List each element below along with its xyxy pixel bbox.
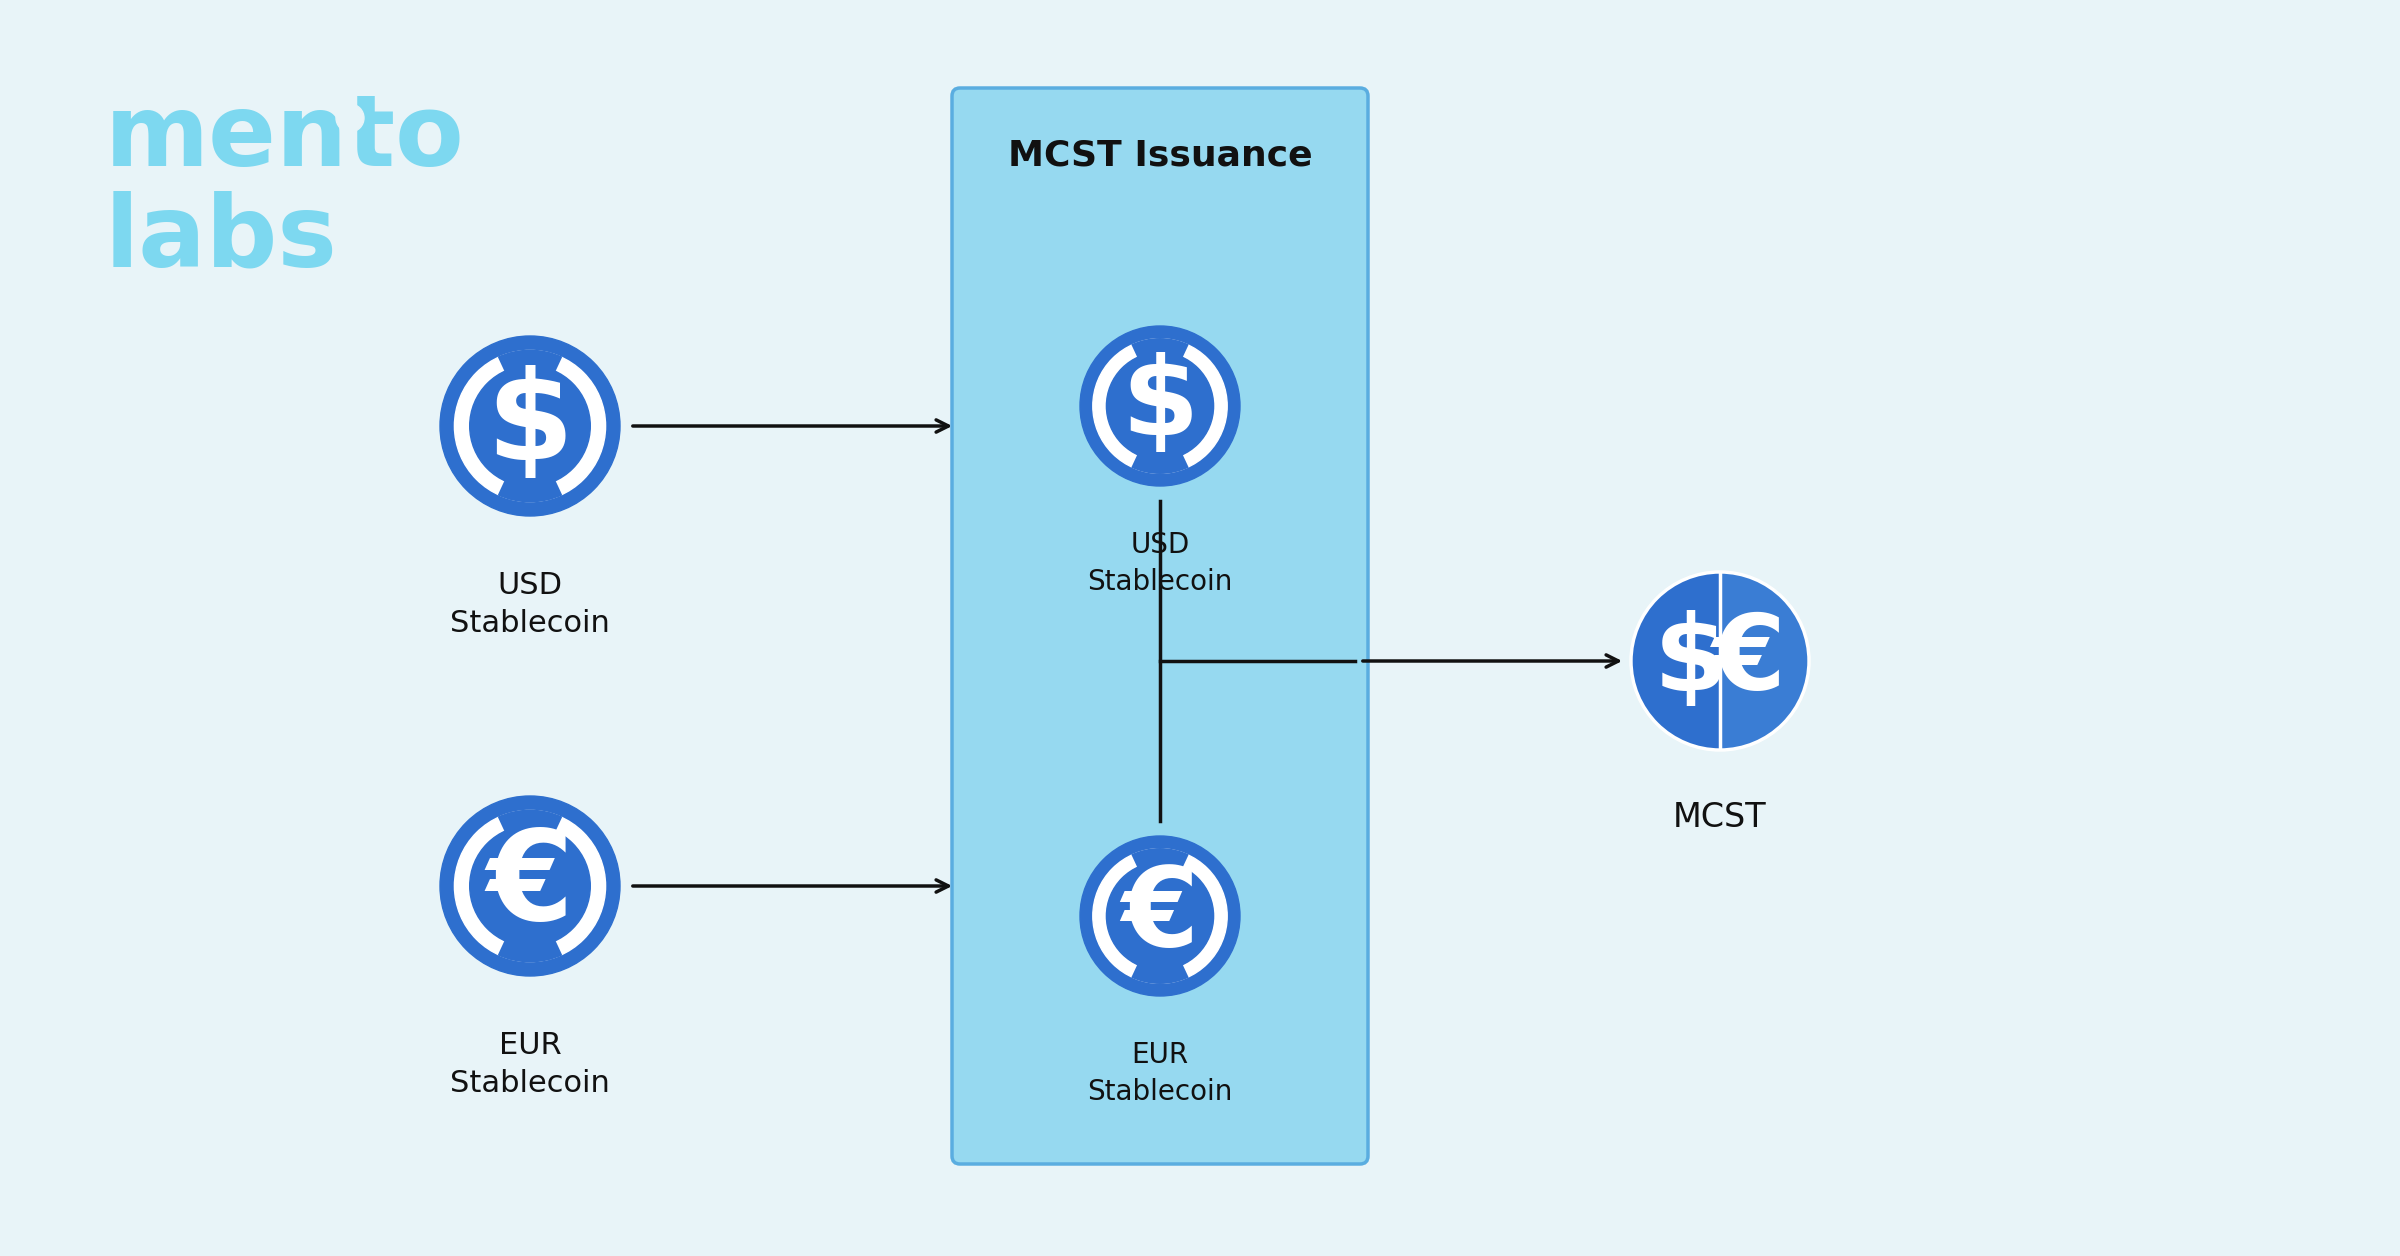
Wedge shape: [497, 939, 562, 962]
Text: EUR
Stablecoin: EUR Stablecoin: [1087, 1041, 1234, 1105]
Wedge shape: [497, 810, 562, 833]
FancyBboxPatch shape: [953, 88, 1368, 1164]
Wedge shape: [497, 349, 562, 372]
Circle shape: [470, 825, 590, 946]
Wedge shape: [1130, 963, 1188, 983]
Circle shape: [470, 365, 590, 486]
Text: labs: labs: [106, 190, 338, 288]
Circle shape: [439, 337, 619, 516]
Wedge shape: [1130, 453, 1188, 474]
Wedge shape: [1130, 848, 1188, 868]
Circle shape: [1092, 339, 1226, 474]
Circle shape: [1106, 353, 1214, 460]
Circle shape: [454, 810, 605, 962]
Wedge shape: [1632, 574, 1721, 749]
Text: €: €: [1121, 863, 1198, 970]
Circle shape: [454, 350, 605, 501]
Text: USD
Stablecoin: USD Stablecoin: [451, 571, 610, 638]
Text: MCST: MCST: [1673, 801, 1766, 834]
Wedge shape: [497, 480, 562, 502]
Text: EUR
Stablecoin: EUR Stablecoin: [451, 1031, 610, 1098]
Circle shape: [1080, 327, 1241, 486]
Circle shape: [1092, 849, 1226, 983]
Circle shape: [1080, 836, 1241, 996]
Text: $: $: [487, 365, 574, 486]
Text: mento: mento: [106, 90, 466, 187]
Text: USD
Stablecoin: USD Stablecoin: [1087, 531, 1234, 595]
Text: €: €: [1711, 610, 1786, 712]
Circle shape: [1630, 571, 1810, 751]
Wedge shape: [1721, 574, 1807, 749]
Circle shape: [1106, 863, 1214, 970]
Circle shape: [336, 104, 365, 132]
Wedge shape: [1130, 338, 1188, 358]
Text: $: $: [1121, 353, 1198, 460]
Text: $: $: [1654, 610, 1728, 712]
Text: MCST Issuance: MCST Issuance: [1008, 139, 1313, 173]
Text: €: €: [487, 825, 574, 947]
Circle shape: [439, 796, 619, 976]
